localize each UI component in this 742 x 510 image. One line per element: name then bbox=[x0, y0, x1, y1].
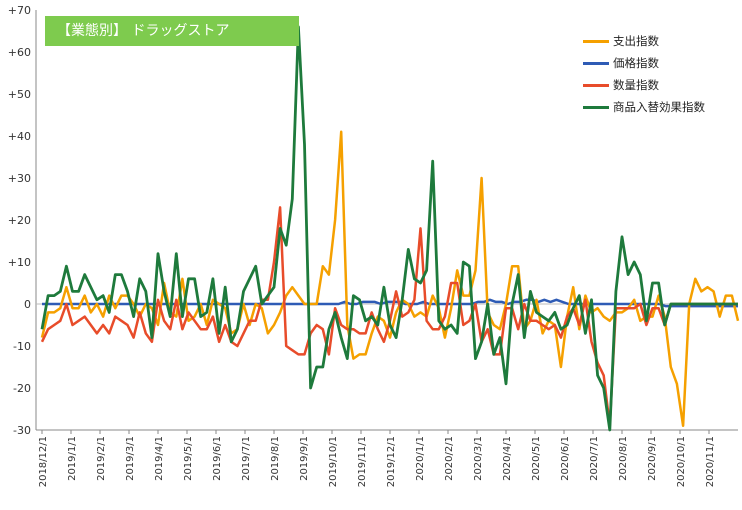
y-tick-label: 0 bbox=[24, 298, 31, 311]
y-tick-label: +30 bbox=[8, 172, 31, 185]
series-line-replacement bbox=[40, 25, 738, 432]
x-tick-label: 2019/3/1 bbox=[125, 436, 136, 481]
x-tick-label: 2019/4/1 bbox=[154, 436, 165, 481]
x-tick-label: 2020/8/1 bbox=[618, 436, 629, 481]
x-tick-label: 2020/10/1 bbox=[676, 436, 687, 487]
y-tick-label: +70 bbox=[8, 4, 31, 17]
series-layer bbox=[40, 25, 740, 432]
legend-item-price: 価格指数 bbox=[583, 54, 705, 76]
y-axis-ticks: +70 +60 +50 +40 +30 +20 +10 0 -10 -20 -30 bbox=[8, 4, 31, 437]
x-tick-label: 2019/1/1 bbox=[67, 436, 78, 481]
y-tick-label: -10 bbox=[13, 340, 31, 353]
x-tick-label: 2020/2/1 bbox=[444, 436, 455, 481]
x-tick-label: 2020/5/1 bbox=[531, 436, 542, 481]
x-tick-label: 2020/4/1 bbox=[502, 436, 513, 481]
x-tick-label: 2019/6/1 bbox=[212, 436, 223, 481]
x-tick-label: 2019/12/1 bbox=[386, 436, 397, 487]
legend-item-quantity: 数量指数 bbox=[583, 76, 705, 98]
legend-label-replacement: 商品入替効果指数 bbox=[613, 100, 705, 114]
y-tick-label: +50 bbox=[8, 88, 31, 101]
x-tick-label: 2020/3/1 bbox=[473, 436, 484, 481]
x-tick-label: 2018/12/1 bbox=[38, 436, 49, 487]
y-tick-label: +20 bbox=[8, 214, 31, 227]
legend-swatch-quantity bbox=[583, 84, 609, 87]
x-tick-label: 2020/11/1 bbox=[705, 436, 716, 487]
x-tick-label: 2020/1/1 bbox=[415, 436, 426, 481]
legend-label-price: 価格指数 bbox=[613, 56, 659, 70]
y-tick-label: -20 bbox=[13, 382, 31, 395]
x-axis-ticks: 2018/12/1 2019/1/1 2019/2/1 2019/3/1 2019/4/… bbox=[38, 430, 716, 487]
y-tick-label: +40 bbox=[8, 130, 31, 143]
x-tick-label: 2020/7/1 bbox=[589, 436, 600, 481]
chart-title: 【業態別】 ドラッグストア bbox=[45, 16, 299, 46]
legend-swatch-replacement bbox=[583, 106, 609, 109]
x-tick-label: 2019/2/1 bbox=[96, 436, 107, 481]
x-tick-label: 2020/9/1 bbox=[647, 436, 658, 481]
y-tick-label: -30 bbox=[13, 424, 31, 437]
x-tick-label: 2019/5/1 bbox=[183, 436, 194, 481]
legend-label-quantity: 数量指数 bbox=[613, 78, 659, 92]
y-tick-label: +10 bbox=[8, 256, 31, 269]
legend-swatch-spending bbox=[583, 40, 609, 43]
x-tick-label: 2019/8/1 bbox=[270, 436, 281, 481]
x-tick-label: 2019/7/1 bbox=[241, 436, 252, 481]
legend-item-replacement: 商品入替効果指数 bbox=[583, 98, 705, 120]
x-tick-label: 2019/9/1 bbox=[299, 436, 310, 481]
legend-item-spending: 支出指数 bbox=[583, 32, 705, 54]
legend-label-spending: 支出指数 bbox=[613, 34, 659, 48]
legend: 支出指数 価格指数 数量指数 商品入替効果指数 bbox=[583, 32, 705, 120]
y-tick-label: +60 bbox=[8, 46, 31, 59]
x-tick-label: 2020/6/1 bbox=[560, 436, 571, 481]
legend-swatch-price bbox=[583, 62, 609, 65]
x-tick-label: 2019/10/1 bbox=[328, 436, 339, 487]
x-tick-label: 2019/11/1 bbox=[357, 436, 368, 487]
series-line-spending bbox=[40, 130, 740, 428]
